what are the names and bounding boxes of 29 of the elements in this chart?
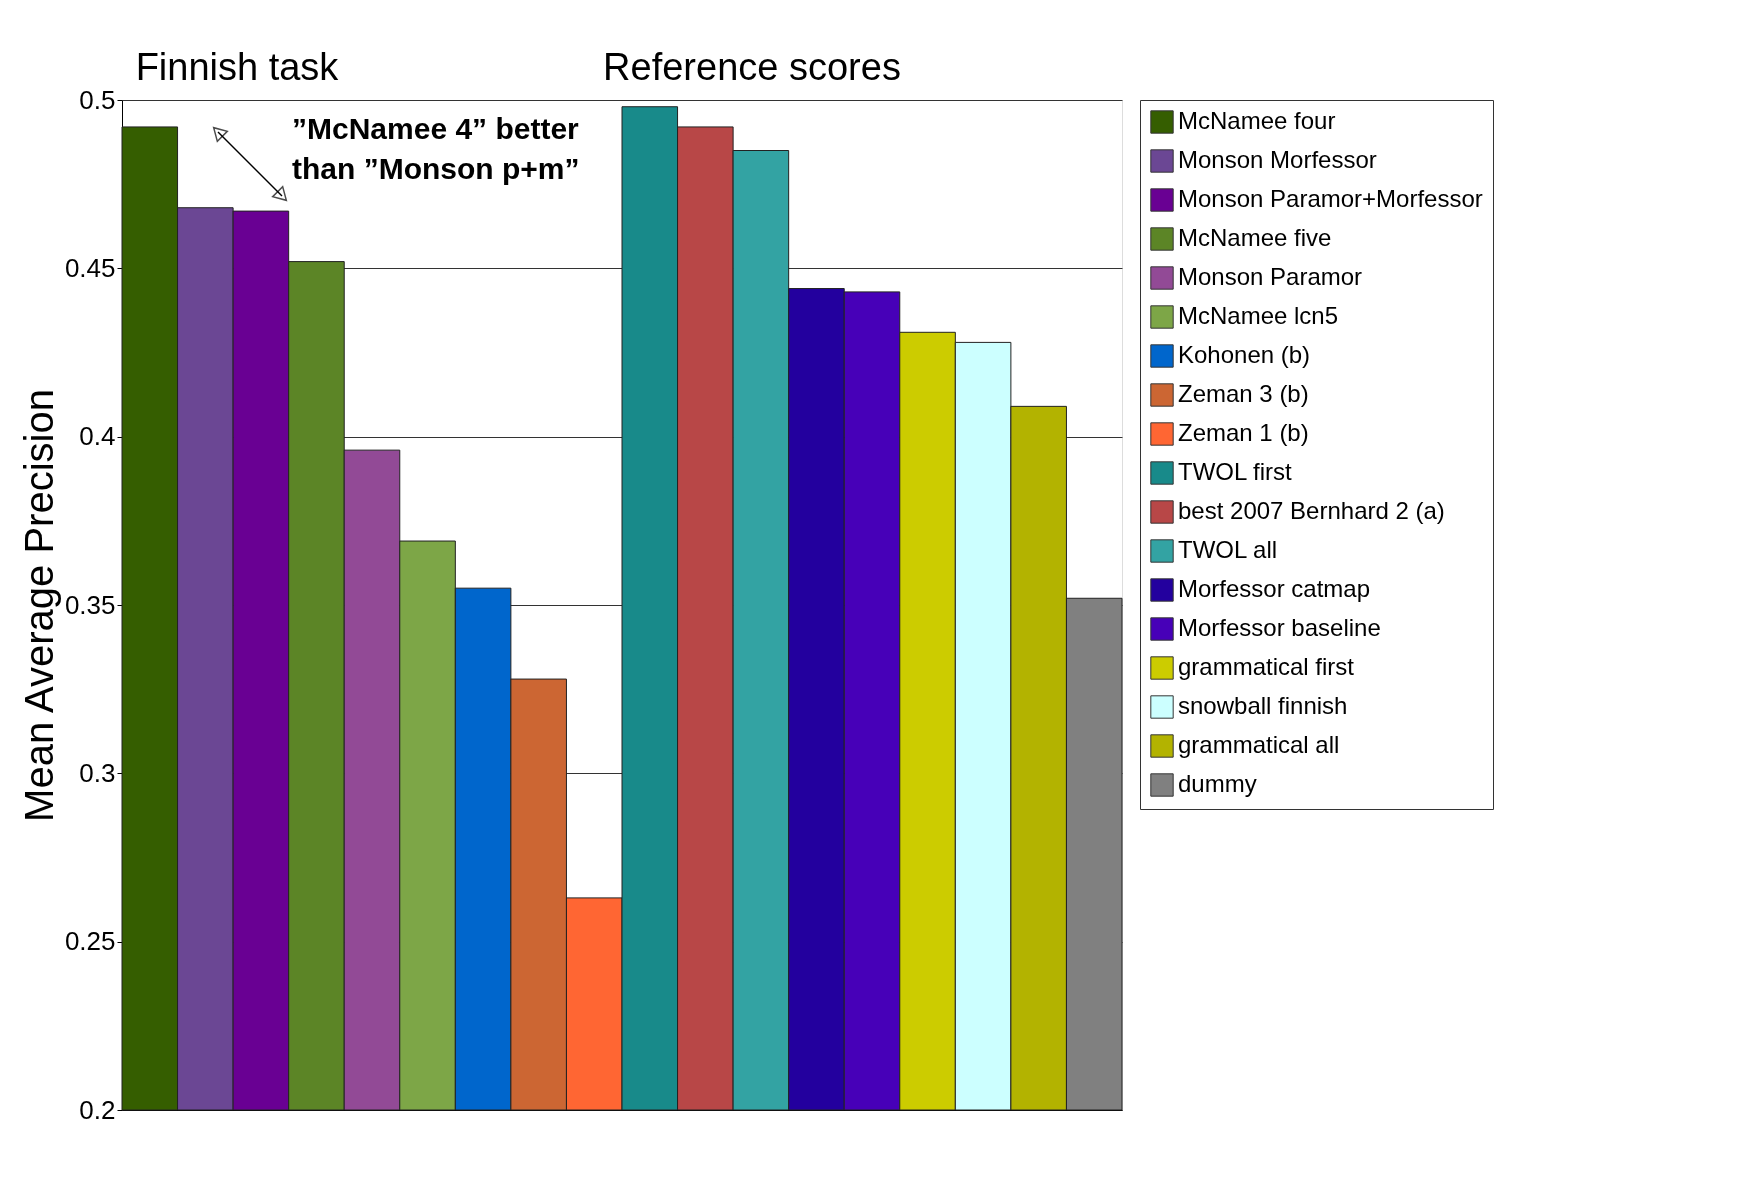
legend-label: Monson Paramor (1178, 263, 1363, 290)
legend-label: Monson Paramor+Morfessor (1178, 185, 1483, 212)
legend-label: grammatical first (1178, 653, 1355, 680)
y-tick-label: 0.4 (79, 421, 116, 452)
legend-label: snowball finnish (1178, 692, 1348, 719)
text: Finnish task (135, 46, 340, 88)
legend-label: Monson Morfessor (1178, 146, 1377, 173)
legend-label: McNamee lcn5 (1178, 302, 1339, 329)
legend-label: best 2007 Bernhard 2 (a) (1178, 497, 1445, 524)
y-tick-label: 0.25 (64, 926, 116, 957)
legend-label: Kohonen (b) (1178, 341, 1311, 368)
text: Reference scores (603, 46, 901, 88)
y-tick-label: 0.3 (79, 757, 116, 788)
legend-label: Zeman 3 (b) (1178, 380, 1309, 407)
annotation: ”McNamee 4” better than ”Monson p+m” (292, 112, 580, 185)
y-tick-label: 0.35 (64, 589, 116, 620)
legend-label: TWOL all (1178, 536, 1278, 563)
legend-label: Morfessor baseline (1178, 614, 1381, 641)
legend-label: grammatical all (1178, 731, 1340, 758)
y-axis-title: Mean Average Precision (16, 389, 61, 822)
y-tick-label: 0.2 (79, 1094, 116, 1125)
legend-label: TWOL first (1178, 458, 1293, 485)
legend-label: McNamee four (1178, 107, 1336, 134)
y-tick-label: 0.5 (79, 84, 116, 115)
y-tick-label: 0.45 (64, 252, 116, 283)
legend-label: Morfessor catmap (1178, 575, 1371, 602)
legend-label: Zeman 1 (b) (1178, 419, 1309, 446)
legend-label: McNamee five (1178, 224, 1332, 251)
legend-label: dummy (1178, 770, 1257, 797)
